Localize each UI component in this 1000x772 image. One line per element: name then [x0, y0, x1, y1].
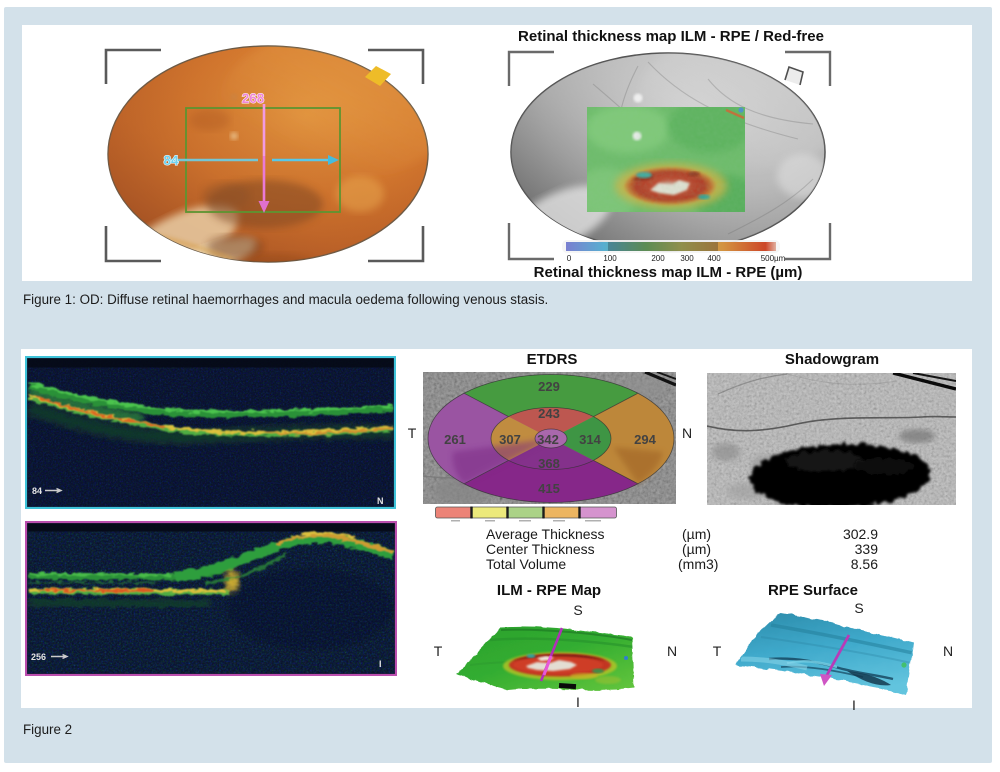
svg-text:368: 368	[538, 456, 560, 471]
svg-text:415: 415	[538, 481, 560, 496]
svg-text:N: N	[377, 496, 384, 506]
svg-text:229: 229	[538, 379, 560, 394]
svg-text:400: 400	[707, 254, 721, 263]
svg-text:200: 200	[651, 254, 665, 263]
svg-text:294: 294	[634, 432, 656, 447]
svg-text:261: 261	[444, 432, 466, 447]
svg-text:307: 307	[499, 432, 521, 447]
svg-text:300: 300	[680, 254, 694, 263]
svg-text:I: I	[379, 659, 382, 669]
svg-text:500µm: 500µm	[761, 254, 786, 263]
svg-text:84: 84	[163, 153, 179, 168]
svg-text:84: 84	[32, 486, 42, 496]
svg-text:243: 243	[538, 406, 560, 421]
svg-text:0: 0	[567, 254, 572, 263]
svg-text:314: 314	[579, 432, 601, 447]
svg-text:342: 342	[537, 432, 559, 447]
svg-text:100: 100	[603, 254, 617, 263]
svg-text:268: 268	[242, 91, 265, 106]
svg-text:256: 256	[31, 652, 46, 662]
